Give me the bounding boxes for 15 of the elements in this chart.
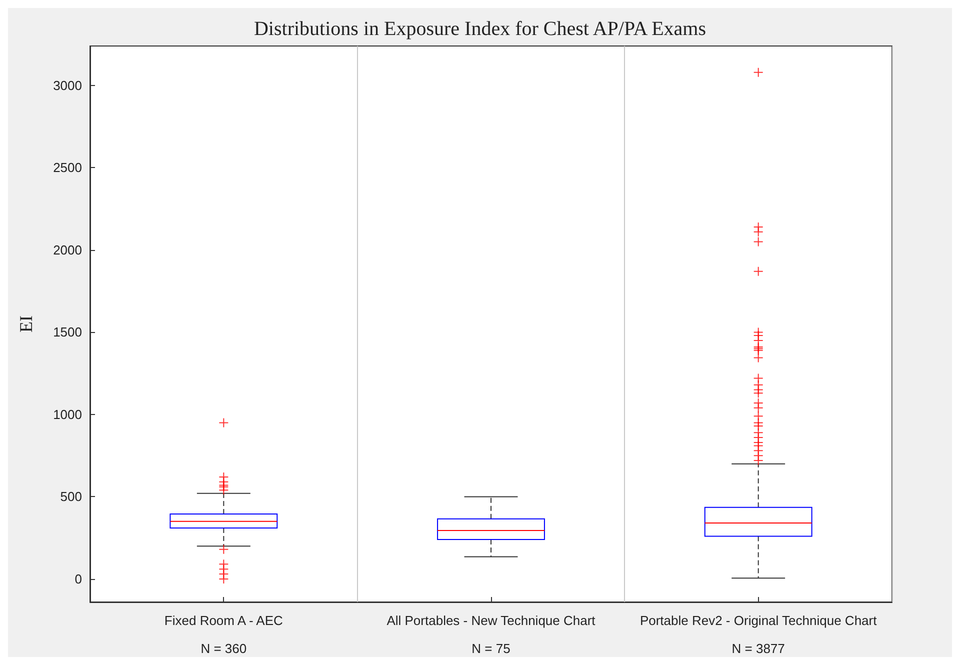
y-tick-label: 2500 bbox=[53, 160, 82, 176]
y-tick-label: 2000 bbox=[53, 242, 82, 258]
text: N = 75 bbox=[472, 641, 510, 656]
chart-title: Distributions in Exposure Index for Chest AP/PA Exams bbox=[254, 18, 706, 40]
y-tick-label: 1000 bbox=[53, 406, 82, 422]
y-tick-label: 500 bbox=[60, 489, 82, 504]
x-tick-label: All Portables - New Technique Chart bbox=[386, 613, 596, 628]
text: N = 360 bbox=[200, 641, 247, 656]
y-tick-label: 1500 bbox=[53, 324, 82, 340]
x-tick-label: Portable Rev2 - Original Technique Chart bbox=[640, 613, 878, 628]
x-tick-label: Fixed Room A - AEC bbox=[164, 613, 283, 628]
y-tick-label: 3000 bbox=[53, 78, 82, 93]
text: N = 3877 bbox=[732, 641, 785, 656]
y-tick-label: 0 bbox=[74, 571, 82, 586]
y-axis-title: EI bbox=[16, 316, 36, 332]
